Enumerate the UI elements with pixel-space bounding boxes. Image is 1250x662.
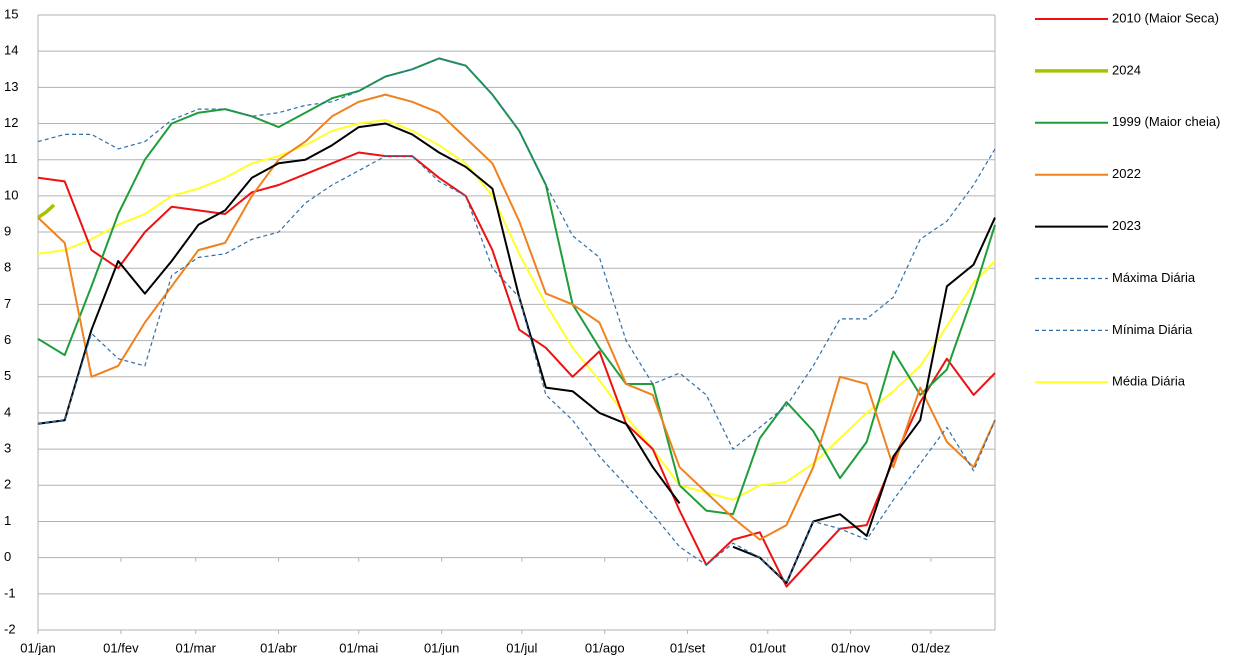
legend-label: Média Diária [1112, 374, 1186, 389]
legend-label: Máxima Diária [1112, 270, 1196, 285]
legend-label: 2022 [1112, 166, 1141, 181]
legend-label: Mínima Diária [1112, 322, 1193, 337]
x-tick-label: 01/jul [506, 640, 537, 655]
y-tick-label: 7 [4, 296, 11, 311]
series-line [37, 203, 56, 220]
x-tick-label: 01/nov [831, 640, 871, 655]
y-tick-label: 4 [4, 404, 11, 419]
y-tick-label: 8 [4, 260, 11, 275]
legend-label: 2024 [1112, 62, 1141, 77]
y-tick-label: 9 [4, 223, 11, 238]
series-line [37, 93, 996, 541]
series-line [37, 57, 996, 450]
x-tick-label: 01/dez [911, 640, 950, 655]
y-tick-label: 12 [4, 115, 18, 130]
legend-label: 2023 [1112, 218, 1141, 233]
y-tick-label: 11 [4, 151, 18, 166]
legend-label: 2010 (Maior Seca) [1112, 10, 1219, 25]
series-line [37, 155, 996, 584]
legend-label: 1999 (Maior cheia) [1112, 114, 1220, 129]
x-tick-label: 01/ago [585, 640, 625, 655]
x-tick-label: 01/jun [424, 640, 459, 655]
y-tick-label: 2 [4, 477, 11, 492]
y-tick-label: 5 [4, 368, 11, 383]
y-tick-label: 6 [4, 332, 11, 347]
y-tick-label: 10 [4, 187, 18, 202]
y-tick-label: 1 [4, 513, 11, 528]
y-tick-label: 0 [4, 549, 11, 564]
x-tick-label: 01/abr [260, 640, 298, 655]
x-tick-label: 01/out [750, 640, 787, 655]
x-tick-label: 01/jan [20, 640, 55, 655]
y-tick-label: 15 [4, 6, 18, 21]
x-tick-label: 01/set [670, 640, 706, 655]
x-tick-label: 01/fev [103, 640, 139, 655]
y-tick-label: 14 [4, 43, 18, 58]
x-tick-label: 01/mai [339, 640, 378, 655]
y-tick-label: 13 [4, 79, 18, 94]
y-tick-label: -1 [4, 585, 16, 600]
series-line [37, 118, 996, 501]
y-tick-label: -2 [4, 621, 16, 636]
x-tick-label: 01/mar [175, 640, 216, 655]
y-tick-label: 3 [4, 441, 11, 456]
